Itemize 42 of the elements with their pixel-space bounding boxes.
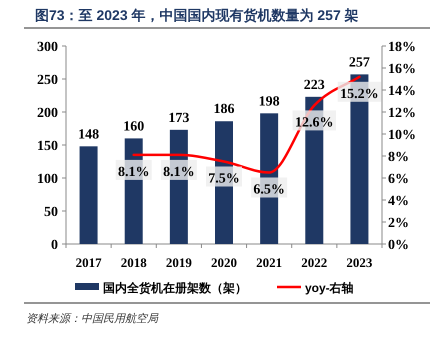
data-label: 186 <box>214 102 234 118</box>
y2-tick-label: 2% <box>388 216 409 231</box>
data-label: 8.1% <box>118 164 150 180</box>
y-tick-label: 250 <box>37 73 58 88</box>
data-label: 7.5% <box>208 172 240 186</box>
y2-tick-label: 10% <box>388 128 416 143</box>
y2-tick-label: 14% <box>388 84 416 99</box>
y2-tick-label: 0% <box>388 238 409 253</box>
x-tick-label: 2023 <box>346 255 373 270</box>
y2-tick-label: 12% <box>388 106 416 121</box>
data-label: 198 <box>258 94 280 110</box>
y2-tick-label: 4% <box>388 194 409 209</box>
y2-tick-label: 18% <box>388 40 416 55</box>
data-label: 6.5% <box>253 182 285 198</box>
y2-tick-label: 6% <box>388 172 409 187</box>
y-tick-label: 50 <box>44 205 58 220</box>
y-tick-label: 100 <box>37 172 58 187</box>
data-label: 257 <box>348 55 370 70</box>
y-tick-label: 150 <box>37 139 58 154</box>
y-tick-label: 300 <box>37 40 58 55</box>
data-label: 8.1% <box>163 164 195 180</box>
y2-tick-label: 16% <box>388 62 416 77</box>
data-label: 173 <box>168 110 190 126</box>
x-tick-label: 2017 <box>76 255 102 270</box>
y-tick-label: 200 <box>37 106 58 121</box>
data-label: 15.2% <box>340 86 379 102</box>
data-label: 223 <box>304 78 325 93</box>
legend-label: yoy-右轴 <box>305 281 354 295</box>
y2-tick-label: 8% <box>388 150 409 165</box>
y-tick-label: 0 <box>51 238 58 253</box>
x-tick-label: 2019 <box>166 255 192 270</box>
data-label: 12.6% <box>295 115 334 130</box>
data-label: 160 <box>123 119 144 134</box>
chart-title: 图73：至 2023 年，中国国内现有货机数量为 257 架 <box>35 7 359 23</box>
text: 资料来源：中国民用航空局 <box>26 312 159 325</box>
legend-label: 国内全货机在册架数（架） <box>103 281 247 295</box>
x-tick-label: 2021 <box>256 255 282 270</box>
data-label: 148 <box>78 127 100 142</box>
bar <box>80 146 98 244</box>
x-tick-label: 2022 <box>301 255 328 270</box>
x-tick-label: 2018 <box>120 255 148 270</box>
x-tick-label: 2020 <box>211 255 237 270</box>
